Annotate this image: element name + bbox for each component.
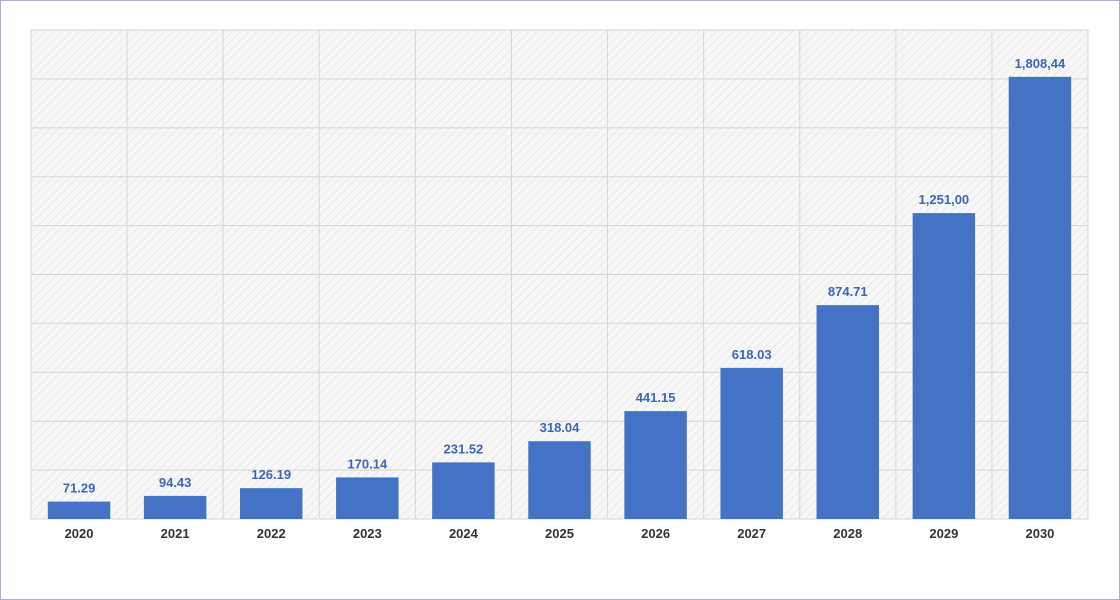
value-label-2020: 71.29 bbox=[63, 481, 96, 496]
bar-2025 bbox=[528, 441, 591, 519]
bar-2027 bbox=[720, 367, 783, 519]
x-tick-label-2030: 2030 bbox=[1025, 526, 1054, 541]
x-tick-label-2020: 2020 bbox=[65, 526, 94, 541]
value-label-2030: 1,808,44 bbox=[1015, 56, 1066, 71]
bar-2029 bbox=[912, 213, 976, 519]
x-tick-label-2024: 2024 bbox=[449, 526, 479, 541]
gridlines bbox=[30, 29, 1089, 520]
x-tick-label-2027: 2027 bbox=[737, 526, 766, 541]
x-tick-label-2021: 2021 bbox=[161, 526, 190, 541]
x-tick-label-2028: 2028 bbox=[833, 526, 862, 541]
bar-2022 bbox=[239, 488, 303, 519]
x-tick-label-2023: 2023 bbox=[353, 526, 382, 541]
value-label-2021: 94.43 bbox=[159, 475, 192, 490]
bar-2021 bbox=[143, 495, 207, 519]
value-label-2024: 231.52 bbox=[444, 441, 484, 456]
value-label-2025: 318.04 bbox=[540, 420, 581, 435]
bar-2023 bbox=[336, 477, 399, 519]
bar-2020 bbox=[47, 501, 111, 519]
x-axis-tick-labels: 2020 2021 2022 2023 2024 2025 2026 2027 2028 2029… bbox=[65, 526, 1055, 541]
value-label-2023: 170.14 bbox=[347, 456, 388, 471]
bar-2030 bbox=[1008, 76, 1072, 519]
bar-series bbox=[47, 76, 1072, 519]
x-tick-label-2025: 2025 bbox=[545, 526, 574, 541]
value-label-2029: 1,251,00 bbox=[919, 192, 970, 207]
value-label-2028: 874.71 bbox=[828, 284, 868, 299]
data-labels: 71.29 94.43 126.19 170.14 231.52 318.04 441.15… bbox=[63, 56, 1066, 496]
value-label-2026: 441.15 bbox=[636, 390, 676, 405]
bar-2028 bbox=[816, 305, 880, 519]
bar-2026 bbox=[624, 411, 687, 519]
bar-2024 bbox=[432, 462, 495, 519]
x-tick-label-2029: 2029 bbox=[929, 526, 958, 541]
value-label-2022: 126.19 bbox=[251, 467, 291, 482]
value-label-2027: 618.03 bbox=[732, 347, 772, 362]
x-tick-label-2026: 2026 bbox=[641, 526, 670, 541]
x-tick-label-2022: 2022 bbox=[257, 526, 286, 541]
